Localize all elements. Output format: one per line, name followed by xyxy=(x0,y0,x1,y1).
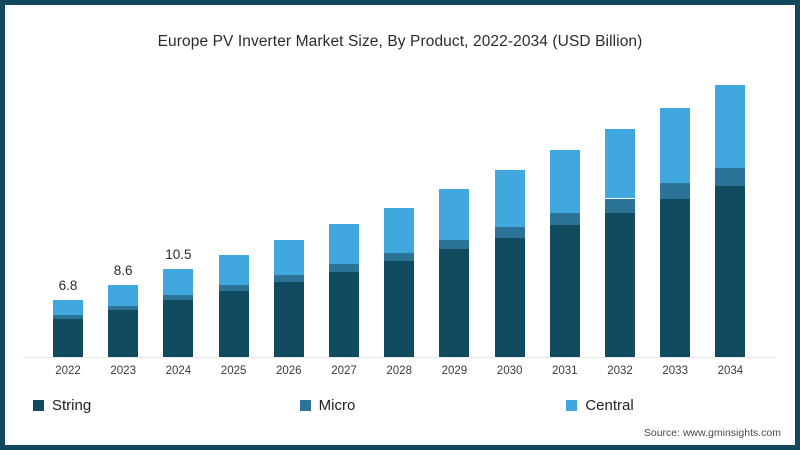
bar-segment-central xyxy=(660,107,691,184)
x-axis-tick-label: 2024 xyxy=(165,365,192,377)
bar-segment-micro xyxy=(218,285,249,292)
bar-segment-micro xyxy=(605,198,635,213)
x-axis-line xyxy=(23,357,775,358)
bar-segment-central xyxy=(549,150,580,213)
bar-segment-string xyxy=(218,291,249,357)
bar-column xyxy=(549,150,580,357)
bar-column xyxy=(439,189,470,357)
x-axis-tick-label: 2028 xyxy=(386,365,412,377)
bar-segment-string xyxy=(108,310,139,357)
x-axis-tick-label: 2033 xyxy=(662,365,688,377)
bar-column xyxy=(494,170,525,357)
bar-segment-string xyxy=(163,300,194,357)
bar-segment-micro xyxy=(715,168,746,186)
legend-swatch-micro xyxy=(299,400,311,411)
x-axis-tick-label: 2023 xyxy=(110,365,136,377)
bar-segment-micro xyxy=(108,306,139,311)
legend-item-central[interactable]: Central xyxy=(528,397,795,414)
bar-segment-central xyxy=(53,300,83,316)
x-axis-tick-label: 2029 xyxy=(441,365,468,377)
bar-segment-central xyxy=(108,285,139,307)
bar-segment-central xyxy=(163,269,194,296)
x-axis-tick-label: 2027 xyxy=(331,365,357,377)
bar-column xyxy=(605,129,635,357)
legend-label-micro: Micro xyxy=(318,397,356,414)
bar-column xyxy=(384,207,415,357)
plot-area: 6.8 2022 8.6 2023 10.5 2024 2025 2026 2027 2028 20… xyxy=(5,5,795,445)
bar-segment-micro xyxy=(549,212,580,226)
bar-segment-micro xyxy=(273,275,304,282)
legend-label-central: Central xyxy=(585,397,634,414)
bar-value-label: 8.6 xyxy=(113,263,133,279)
source-attribution: Source: www.gminsights.com xyxy=(643,427,781,439)
bar-segment-central xyxy=(218,255,249,286)
bar-segment-micro xyxy=(384,252,415,262)
bar-segment-micro xyxy=(494,226,525,238)
legend-label-string: String xyxy=(52,397,92,414)
bar-column xyxy=(660,107,691,357)
bar-segment-string xyxy=(660,199,691,357)
bar-segment-micro xyxy=(660,183,691,200)
bar-segment-string xyxy=(494,237,525,357)
bar-column xyxy=(108,285,139,357)
legend-item-string[interactable]: String xyxy=(5,397,262,414)
bar-segment-central xyxy=(715,85,746,169)
bar-segment-string xyxy=(273,281,304,357)
legend-swatch-string xyxy=(33,400,44,411)
chart-canvas: Europe PV Inverter Market Size, By Produ… xyxy=(5,5,795,445)
bar-segment-central xyxy=(605,129,635,199)
bar-column xyxy=(329,224,359,357)
bar-column xyxy=(163,269,194,357)
bar-segment-central xyxy=(439,189,470,241)
bar-segment-micro xyxy=(329,264,359,272)
bar-segment-string xyxy=(549,225,580,357)
x-axis-tick-label: 2032 xyxy=(607,365,633,377)
bar-segment-string xyxy=(715,185,746,357)
legend-swatch-central xyxy=(566,400,578,411)
bar-column xyxy=(273,240,304,357)
bar-segment-micro xyxy=(163,295,194,301)
bar-column xyxy=(53,300,83,357)
x-axis-tick-label: 2031 xyxy=(552,365,578,377)
bar-segment-string xyxy=(439,249,470,357)
page-title: Europe PV Inverter Market Size, By Produ… xyxy=(157,33,643,50)
x-axis-tick-label: 2030 xyxy=(496,365,523,377)
bar-value-label: 6.8 xyxy=(58,278,78,294)
bar-segment-central xyxy=(273,240,304,276)
x-axis-tick-label: 2034 xyxy=(717,365,744,377)
x-axis-tick-label: 2022 xyxy=(55,365,81,377)
x-axis-tick-label: 2025 xyxy=(220,365,247,377)
bar-segment-micro xyxy=(53,315,83,319)
bar-column xyxy=(218,255,249,357)
bar-segment-string xyxy=(384,261,415,357)
legend-item-micro[interactable]: Micro xyxy=(262,397,529,414)
bar-column xyxy=(715,85,746,357)
bar-segment-central xyxy=(494,170,525,227)
bar-segment-central xyxy=(329,224,359,265)
bar-segment-central xyxy=(384,207,415,253)
bar-segment-string xyxy=(605,212,635,357)
bar-value-label: 10.5 xyxy=(165,247,192,263)
x-axis-tick-label: 2026 xyxy=(276,365,302,377)
bar-segment-string xyxy=(329,271,359,357)
bar-segment-micro xyxy=(439,240,470,250)
bar-segment-string xyxy=(53,318,83,357)
chart-legend: String Micro Central xyxy=(5,397,795,414)
